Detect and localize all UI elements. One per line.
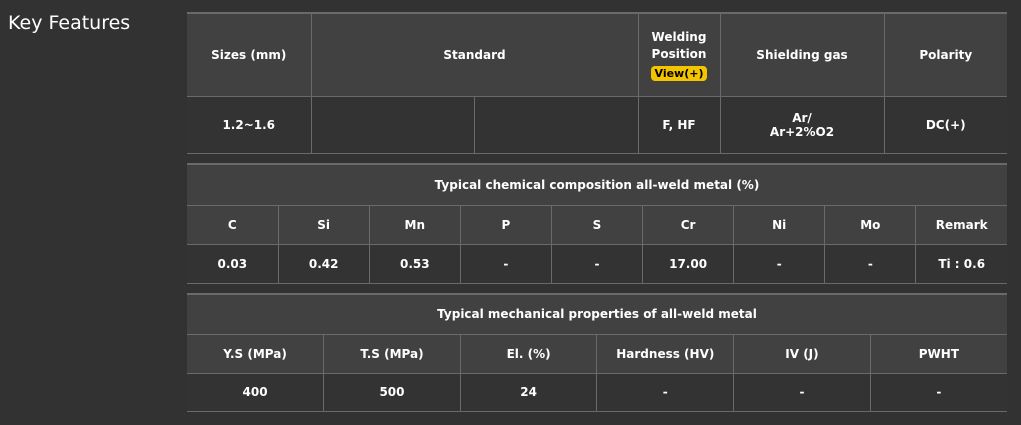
mechanical-table: Typical mechanical properties of all-wel… — [187, 293, 1007, 412]
chem-header: Ni — [733, 204, 826, 245]
cell-shielding-gas: Ar/Ar+2%O2 — [719, 95, 885, 154]
chem-header: Cr — [642, 204, 735, 245]
header-sizes: Sizes (mm) — [187, 12, 312, 97]
chem-value: - — [733, 243, 826, 284]
chem-value: Ti : 0.6 — [915, 243, 1007, 284]
chem-value: - — [550, 243, 644, 284]
mech-header: Y.S (MPa) — [187, 333, 325, 374]
mech-header: IV (J) — [733, 333, 871, 374]
header-shielding-gas: Shielding gas — [719, 12, 885, 97]
header-polarity: Polarity — [883, 12, 1007, 97]
chem-header: Remark — [915, 204, 1007, 245]
chem-header: Mo — [824, 204, 917, 245]
cell-welding-position: F, HF — [637, 95, 721, 154]
chem-header: S — [550, 204, 644, 245]
section-title: Key Features — [8, 12, 131, 34]
chem-header: Si — [277, 204, 370, 245]
header-welding-position: Welding Position View(+) — [637, 12, 721, 97]
header-standard: Standard — [310, 12, 639, 97]
chem-header: C — [187, 204, 279, 245]
chemical-table: Typical chemical composition all-weld me… — [187, 163, 1007, 284]
chemical-title: Typical chemical composition all-weld me… — [187, 163, 1007, 206]
mech-value: - — [869, 372, 1007, 412]
mech-header: PWHT — [869, 333, 1007, 374]
welding-position-label: Welding Position — [651, 29, 707, 61]
chem-value: 0.53 — [368, 243, 461, 284]
mech-value: - — [733, 372, 871, 412]
shielding-gas-line-2: Ar+2%O2 — [769, 124, 835, 139]
spec-table: Sizes (mm) Standard Welding Position View… — [187, 12, 1007, 154]
chem-value: - — [824, 243, 917, 284]
mech-header: El. (%) — [459, 333, 598, 374]
mech-header: T.S (MPa) — [323, 333, 461, 374]
cell-standard-2 — [473, 95, 639, 154]
chem-header: P — [459, 204, 552, 245]
shielding-gas-line-1: Ar/ — [792, 110, 812, 125]
mech-value: - — [596, 372, 735, 412]
mechanical-title: Typical mechanical properties of all-wel… — [187, 293, 1007, 335]
cell-sizes: 1.2~1.6 — [187, 95, 312, 154]
view-button[interactable]: View(+) — [650, 65, 708, 81]
mech-value: 400 — [187, 372, 325, 412]
mech-value: 24 — [459, 372, 598, 412]
cell-polarity: DC(+) — [883, 95, 1007, 154]
cell-standard-1 — [310, 95, 475, 154]
mech-header: Hardness (HV) — [596, 333, 735, 374]
chem-value: 0.42 — [277, 243, 370, 284]
chem-value: 0.03 — [187, 243, 279, 284]
chem-value: 17.00 — [642, 243, 735, 284]
chem-value: - — [459, 243, 552, 284]
chem-header: Mn — [368, 204, 461, 245]
mech-value: 500 — [323, 372, 461, 412]
